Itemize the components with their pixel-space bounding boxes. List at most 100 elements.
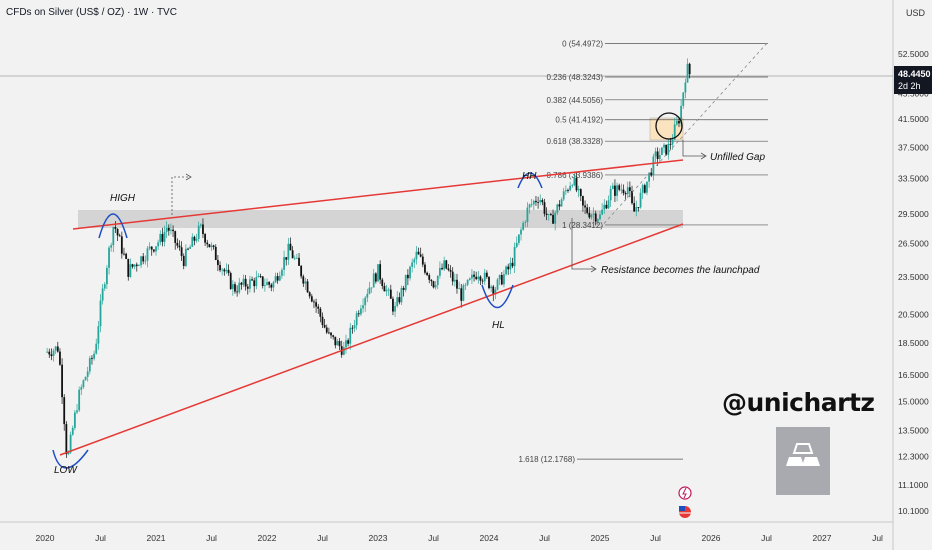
candle-body (163, 231, 166, 242)
candle-body (212, 245, 215, 247)
candle-body (302, 276, 305, 284)
candle-body (116, 228, 119, 236)
price-tick-label: 41.5000 (898, 114, 929, 124)
candle-body (234, 284, 236, 292)
candle-body (428, 275, 431, 280)
resistance-zone (78, 210, 683, 228)
candle-body (678, 120, 680, 124)
candle-body (377, 264, 379, 282)
price-tick-label: 18.5000 (898, 338, 929, 348)
candle-body (413, 259, 416, 263)
candle-body (573, 177, 576, 186)
time-tick-label: Jul (317, 533, 328, 543)
candle-body (184, 248, 187, 266)
candle-body (575, 177, 578, 191)
candle-body (161, 233, 164, 242)
hl-arc (481, 284, 514, 308)
candle-body (633, 203, 636, 212)
candle-body (443, 260, 446, 270)
candle-body (178, 245, 181, 248)
candle-body (650, 172, 653, 176)
candle-body (590, 214, 593, 218)
symbol-title[interactable]: CFDs on Silver (US$ / OZ) · 1W · TVC (6, 7, 177, 18)
time-tick-label: Jul (95, 533, 106, 543)
candle-body (599, 214, 601, 220)
candle-body (88, 358, 91, 372)
upper-trendline[interactable] (72, 159, 684, 230)
candle-body (550, 214, 552, 216)
candle-body (360, 308, 362, 315)
candle-body (439, 267, 441, 276)
candle-body (304, 281, 307, 284)
candle-body (569, 185, 572, 191)
currency-label[interactable]: USD (906, 8, 926, 18)
candle-body (628, 187, 631, 192)
candle-body (505, 266, 507, 275)
candle-body (586, 207, 589, 213)
candle-body (291, 250, 294, 259)
candle-body (490, 286, 493, 289)
candle-body (368, 287, 371, 294)
candle-body (240, 282, 243, 285)
candle-body (289, 243, 292, 251)
hh-arc (517, 172, 543, 189)
candle-body (106, 267, 108, 285)
candle-body (588, 212, 591, 218)
candle-body (430, 279, 433, 282)
candle-body (167, 227, 170, 231)
candle-body (283, 257, 285, 270)
candle-body (82, 380, 85, 388)
gap-arrow (682, 140, 705, 157)
candle-body (462, 285, 465, 301)
price-tick-label: 37.5000 (898, 142, 929, 152)
candle-body (127, 258, 130, 277)
candle-body (50, 354, 53, 357)
time-tick-label: 2023 (369, 533, 388, 543)
candle-body (152, 249, 155, 252)
candle-body (419, 254, 422, 257)
candle-body (281, 269, 283, 276)
candle-body (276, 276, 279, 281)
candle-body (471, 274, 473, 279)
fib-level-label: 0.618 (38.3328) (547, 137, 604, 146)
candle-body (300, 265, 303, 277)
candle-body (654, 151, 657, 157)
candle-body (332, 335, 335, 337)
candle-body (400, 287, 403, 303)
candle-body (532, 200, 535, 205)
candle-body (434, 285, 437, 288)
lower-trendline[interactable] (59, 223, 684, 456)
candle-body (607, 200, 610, 209)
lightning-icon[interactable] (678, 486, 692, 500)
price-tick-label: 15.0000 (898, 396, 929, 406)
candle-body (639, 192, 642, 208)
candle-body (558, 204, 561, 207)
candle-body (526, 207, 529, 223)
candle-body (661, 147, 663, 155)
candle-body (202, 224, 204, 235)
candle-body (456, 279, 458, 289)
candle-body (242, 278, 245, 285)
candle-body (355, 313, 358, 326)
candle-body (415, 251, 418, 260)
candle-body (488, 276, 490, 289)
fib-level-label: 0.5 (41.4192) (555, 116, 603, 125)
candle-body (432, 281, 435, 288)
candle-body (441, 267, 443, 270)
candle-body (101, 288, 104, 301)
candle-body (176, 242, 179, 246)
candle-body (345, 340, 347, 348)
candle-body (577, 189, 580, 191)
price-tick-label: 29.5000 (898, 209, 929, 219)
candle-body (379, 264, 382, 280)
price-tick-label: 13.5000 (898, 426, 929, 436)
candle-body (417, 251, 420, 255)
price-tick-label: 23.5000 (898, 272, 929, 282)
candle-body (191, 236, 194, 247)
fibonacci-levels: 0 (54.4972) 0.236 (48.3243) 0.382 (44.5056… (519, 40, 768, 464)
candle-body (671, 139, 674, 145)
candle-body (52, 350, 55, 357)
candle-body (466, 279, 469, 285)
candle-body (603, 204, 606, 210)
